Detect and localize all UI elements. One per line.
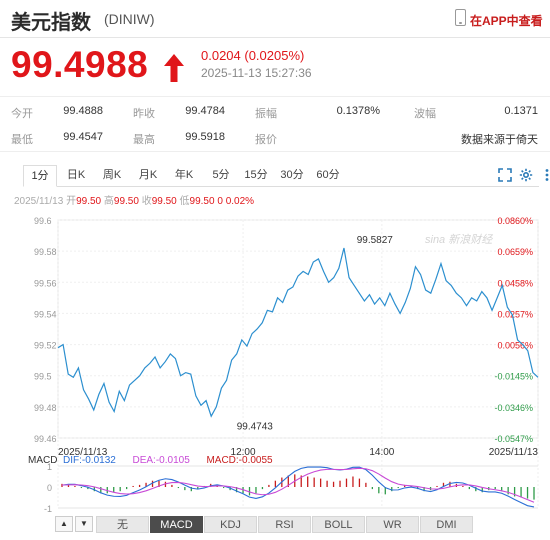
- indicator-tab-dmi[interactable]: DMI: [420, 516, 473, 533]
- indicator-tab-boll[interactable]: BOLL: [312, 516, 365, 533]
- pct-tick-label: -0.0145%: [494, 372, 533, 382]
- info-close: 99.50: [151, 196, 177, 207]
- pct-tick-label: 0.0458%: [497, 278, 533, 288]
- pct-tick-label: -0.0346%: [494, 403, 533, 413]
- scroll-up-button[interactable]: ▲: [55, 516, 73, 532]
- info-close-label: 收: [141, 196, 152, 207]
- macd-title: MACD: [28, 455, 58, 466]
- pct-tick-label: 0.0257%: [497, 309, 533, 319]
- y-tick-label: 99.46: [34, 434, 57, 444]
- stat-label: 振幅: [255, 108, 277, 120]
- stat-value: 99.5918: [185, 131, 225, 143]
- price-change: 0.0204 (0.0205%): [201, 48, 305, 63]
- stat-value: 99.4784: [185, 105, 225, 117]
- data-source: 数据来源于倚天: [461, 134, 538, 146]
- x-tick-label: 2025/11/13: [58, 447, 108, 458]
- open-in-app-link[interactable]: 在APP中查看: [470, 14, 543, 28]
- ohlc-info-line: 2025/11/13 开99.50 高99.50 收99.50 低99.50 0…: [14, 192, 254, 207]
- plot-frame: [57, 219, 539, 439]
- x-tick-label: 14:00: [369, 447, 394, 458]
- info-open: 99.50: [76, 196, 102, 207]
- tab-weekly[interactable]: 周K: [102, 169, 122, 181]
- stat-label: 最高: [133, 134, 155, 146]
- tab-1min[interactable]: 1分: [23, 165, 57, 187]
- tab-monthly[interactable]: 月K: [138, 169, 158, 181]
- scroll-down-button[interactable]: ▼: [75, 516, 93, 532]
- macd-label: MACD:: [206, 455, 239, 466]
- pct-tick-label: 0.0659%: [497, 247, 533, 257]
- price-annotation: 99.5827: [357, 235, 394, 246]
- indicator-tabs: ▲ ▼ 无 MACD KDJ RSI BOLL WR DMI: [55, 516, 535, 534]
- y-tick-label: 99.6: [34, 216, 52, 226]
- dif-label: DIF:: [63, 455, 82, 466]
- info-high-label: 高: [103, 196, 114, 207]
- macd-y-tick: -1: [44, 504, 52, 513]
- dea-line: [61, 467, 535, 503]
- stat-label: 昨收: [133, 108, 155, 120]
- tab-5min[interactable]: 5分: [212, 169, 230, 181]
- indicator-tab-macd[interactable]: MACD: [150, 516, 203, 533]
- pct-tick-label: 0.0860%: [497, 216, 533, 226]
- indicator-tab-kdj[interactable]: KDJ: [204, 516, 257, 533]
- stat-label: 最低: [11, 134, 33, 146]
- phone-icon[interactable]: [455, 9, 466, 26]
- stat-label: 报价: [255, 134, 277, 146]
- dea-value: -0.0105: [155, 455, 190, 466]
- tab-15min[interactable]: 15分: [244, 169, 268, 181]
- tab-yearly[interactable]: 年K: [174, 169, 194, 181]
- index-code: (DINIW): [104, 11, 155, 27]
- info-date: 2025/11/13: [14, 196, 64, 207]
- info-low-label: 低: [179, 196, 190, 207]
- info-open-label: 开: [66, 196, 77, 207]
- y-tick-label: 99.56: [34, 278, 57, 288]
- y-tick-label: 99.52: [34, 341, 57, 351]
- macd-y-tick: 1: [47, 462, 52, 472]
- tab-30min[interactable]: 30分: [280, 169, 304, 181]
- y-tick-label: 99.58: [34, 247, 57, 257]
- stats-panel: 今开 99.4888 昨收 99.4784 振幅 0.1378% 波幅 0.13…: [0, 96, 550, 152]
- macd-y-tick: 0: [47, 483, 52, 493]
- tab-daily[interactable]: 日K: [66, 169, 86, 181]
- fullscreen-icon[interactable]: [498, 168, 512, 182]
- info-low: 99.50: [189, 196, 215, 207]
- index-title: 美元指数: [11, 12, 91, 34]
- dif-line: [61, 466, 535, 508]
- indicator-tab-none[interactable]: 无: [96, 516, 149, 533]
- stat-label: 今开: [11, 108, 33, 120]
- pct-tick-label: -0.0547%: [494, 434, 533, 444]
- period-tabs: 1分 日K 周K 月K 年K 5分 15分 30分 60分: [23, 165, 549, 187]
- stat-label: 波幅: [414, 108, 436, 120]
- info-pct: 0.02%: [225, 196, 255, 207]
- price-annotation: 99.4743: [237, 422, 274, 433]
- price-line: [57, 247, 539, 418]
- stat-value: 0.1378%: [336, 105, 380, 117]
- stat-value: 0.1371: [504, 105, 538, 117]
- indicator-tab-wr[interactable]: WR: [366, 516, 419, 533]
- arrow-up-icon: [164, 54, 184, 82]
- x-tick-label: 12:00: [231, 447, 256, 458]
- dea-label: DEA:: [132, 455, 156, 466]
- tab-60min[interactable]: 60分: [316, 169, 340, 181]
- quote-time: 2025-11-13 15:27:36: [201, 66, 312, 80]
- x-tick-label: 2025/11/13: [489, 447, 539, 458]
- indicator-tab-rsi[interactable]: RSI: [258, 516, 311, 533]
- y-tick-label: 99.48: [34, 403, 57, 413]
- info-high: 99.50: [113, 196, 139, 207]
- price-chart[interactable]: 99.6 0.0860% 99.58 0.0659% 99.56 0.0458% 99.54…: [0, 208, 550, 513]
- watermark: sina 新浪财经: [425, 233, 493, 246]
- stat-value: 99.4888: [63, 105, 103, 117]
- macd-value: -0.0055: [238, 455, 273, 466]
- dif-value: -0.0132: [81, 455, 116, 466]
- pct-tick-label: 0.0056%: [497, 341, 533, 351]
- y-tick-label: 99.54: [34, 309, 57, 319]
- info-change: 0: [217, 196, 223, 207]
- current-price: 99.4988: [11, 44, 149, 85]
- settings-icon[interactable]: [519, 168, 533, 182]
- more-icon[interactable]: [540, 168, 550, 182]
- title-bar: 美元指数 (DINIW) 在APP中查看: [0, 0, 550, 38]
- macd-legend: MACD DIF:-0.0132 DEA:-0.0105 MACD:-0.005…: [28, 455, 273, 466]
- stat-value: 99.4547: [63, 131, 103, 143]
- y-tick-label: 99.5: [34, 372, 52, 382]
